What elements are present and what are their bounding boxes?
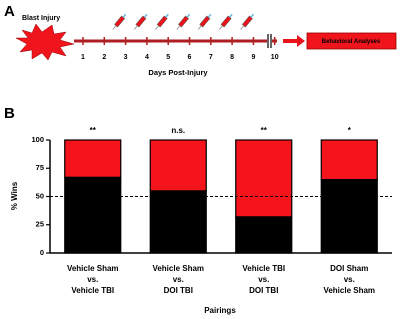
annotation: ** — [261, 126, 268, 135]
day-label: 1 — [81, 54, 85, 61]
x-tick-label: vs. — [258, 275, 269, 284]
panel-letter: A — [4, 3, 15, 20]
bar-segment — [64, 139, 122, 178]
syringe-icon — [155, 13, 169, 30]
y-tick-label: 0 — [40, 248, 44, 257]
day-label: 8 — [230, 54, 234, 61]
day-label: 10 — [271, 54, 279, 61]
day-label: 5 — [166, 54, 170, 61]
annotation: * — [348, 126, 352, 135]
x-tick-label: vs. — [173, 275, 184, 284]
annotation: ** — [90, 126, 97, 135]
syringe-icon — [240, 13, 255, 30]
bar-segment — [149, 190, 207, 254]
x-tick-label: vs. — [344, 275, 355, 284]
arrow-head — [297, 35, 305, 47]
x-tick-label: DOI Sham — [330, 264, 368, 273]
y-tick-label: 100 — [31, 135, 44, 144]
outcome-box — [306, 32, 397, 50]
day-label: 9 — [251, 54, 255, 61]
y-axis-label: % Wins — [10, 181, 19, 210]
annotation: n.s. — [171, 126, 185, 135]
bar-segment — [149, 139, 207, 192]
outcome-label: Behavioral Analyses — [322, 39, 381, 45]
bar-segment — [235, 139, 293, 218]
day-label: 6 — [188, 54, 192, 61]
x-tick-label: Vehicle Sham — [323, 286, 375, 295]
blast-icon — [15, 23, 75, 61]
day-label: 4 — [145, 54, 149, 61]
x-tick-label: DOI TBI — [249, 286, 278, 295]
day-label: 7 — [209, 54, 213, 61]
x-tick-label: vs. — [87, 275, 98, 284]
syringe-icon — [112, 13, 127, 30]
x-tick-label: DOI TBI — [164, 286, 193, 295]
syringe-icon — [219, 13, 233, 30]
x-tick-label: Vehicle Sham — [67, 264, 119, 273]
x-tick-label: Vehicle TBI — [71, 286, 114, 295]
day-label: 3 — [124, 54, 128, 61]
y-tick-label: 75 — [36, 163, 44, 172]
y-tick-label: 50 — [36, 191, 44, 200]
bar-segment — [320, 178, 378, 254]
syringe-icon — [133, 13, 148, 30]
bar-segment — [320, 139, 378, 181]
injury-label: Blast Injury — [22, 15, 60, 22]
day-label: 2 — [102, 54, 106, 61]
syringe-icon — [197, 13, 212, 30]
bar-segment — [235, 216, 293, 254]
x-axis-label: Pairings — [204, 306, 236, 315]
x-tick-label: Vehicle TBI — [242, 264, 285, 273]
y-tick-label: 25 — [36, 220, 44, 229]
syringe-icon — [176, 13, 191, 30]
timeline-label: Days Post-Injury — [148, 68, 208, 77]
bar-segment — [64, 176, 122, 254]
panel-letter: B — [4, 105, 15, 122]
x-tick-label: Vehicle Sham — [152, 264, 204, 273]
